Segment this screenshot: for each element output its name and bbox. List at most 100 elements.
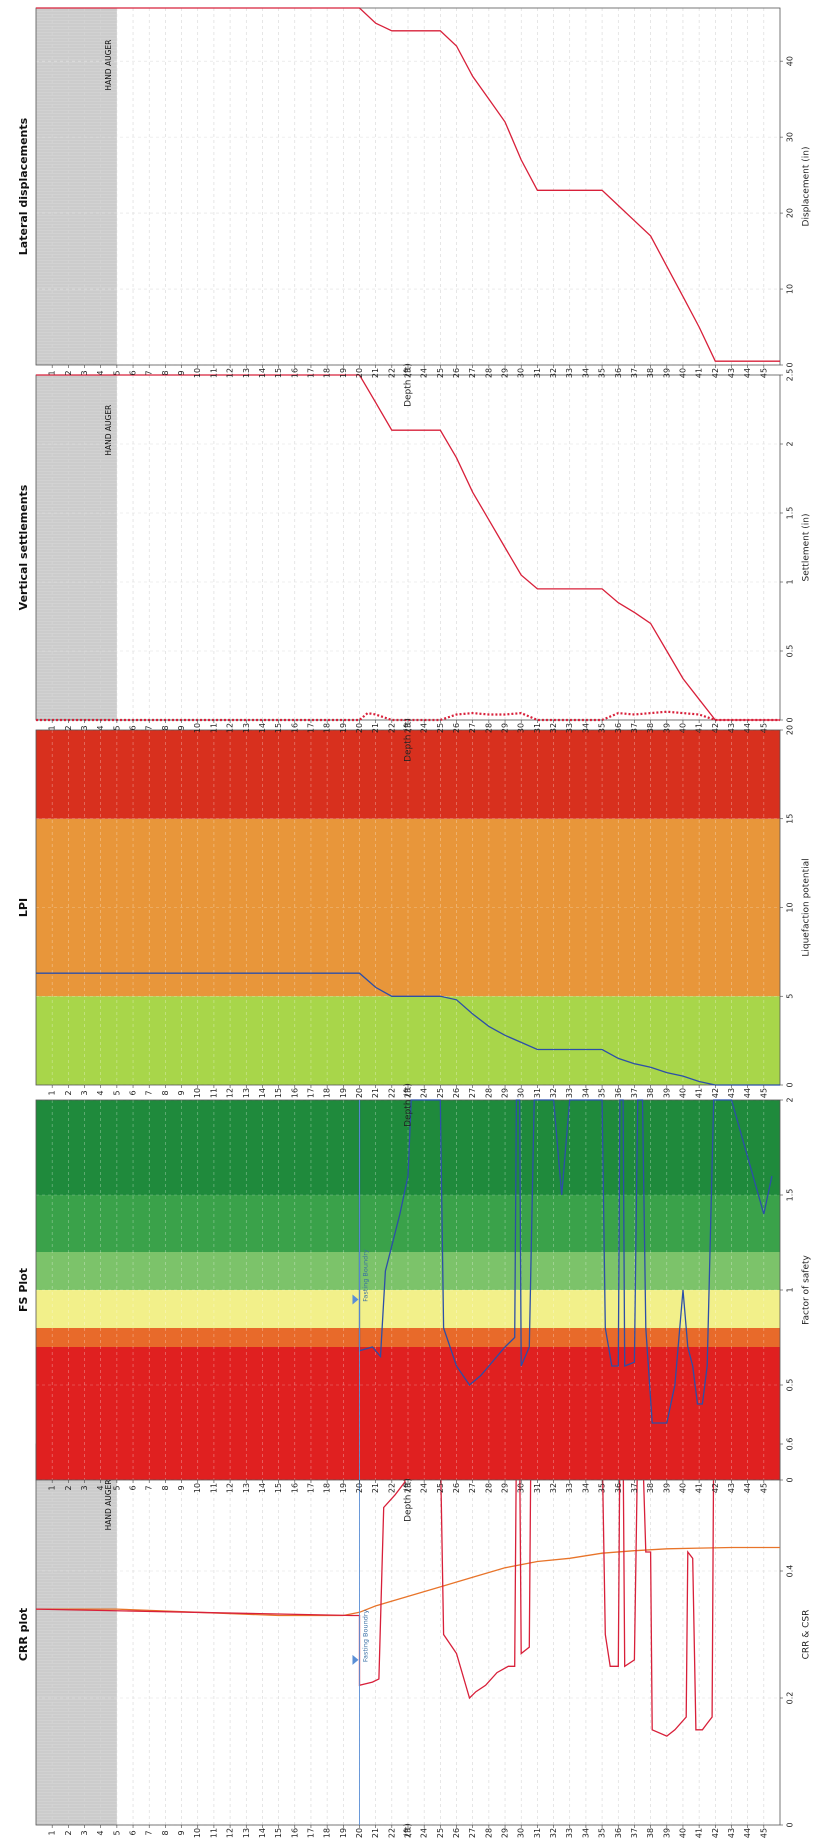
depth-tick-label: 30 <box>517 1088 526 1098</box>
depth-tick-label: 14 <box>258 1483 267 1493</box>
depth-tick-label: 10 <box>193 1088 202 1098</box>
depth-tick-label: 43 <box>727 368 736 378</box>
depth-tick-label: 38 <box>646 1483 655 1493</box>
depth-tick-label: 16 <box>290 1483 299 1493</box>
plot-area <box>36 1444 780 1825</box>
depth-tick-label: 18 <box>323 1483 332 1493</box>
depth-tick-label: 42 <box>711 368 720 378</box>
depth-tick-label: 33 <box>565 723 574 733</box>
panel-title: CRR plot <box>17 1608 30 1661</box>
depth-tick-label: 16 <box>290 723 299 733</box>
value-tick-label: 0 <box>786 1822 795 1827</box>
depth-tick-label: 18 <box>323 368 332 378</box>
value-tick-label: 20 <box>786 208 795 218</box>
depth-tick-label: 24 <box>420 368 429 378</box>
depth-tick-label: 21 <box>371 368 380 378</box>
depth-tick-label: 29 <box>501 1828 510 1838</box>
depth-tick-label: 28 <box>484 723 493 733</box>
depth-tick-label: 30 <box>517 368 526 378</box>
depth-tick-label: 14 <box>258 723 267 733</box>
panel-title: LPI <box>17 898 30 917</box>
depth-tick-label: 10 <box>193 368 202 378</box>
band-2 <box>36 1290 780 1328</box>
depth-tick-label: 32 <box>549 1828 558 1838</box>
depth-tick-label: 2 <box>64 1090 73 1095</box>
value-tick-label: 0.5 <box>786 645 795 658</box>
depth-tick-label: 8 <box>161 1090 170 1095</box>
band-4 <box>36 1195 780 1252</box>
depth-tick-label: 25 <box>436 723 445 733</box>
depth-tick-label: 42 <box>711 1828 720 1838</box>
depth-tick-label: 16 <box>290 1828 299 1838</box>
depth-tick-label: 12 <box>226 1483 235 1493</box>
depth-tick-label: 17 <box>306 1088 315 1098</box>
depth-tick-label: 26 <box>452 368 461 378</box>
depth-tick-label: 11 <box>209 1483 218 1493</box>
value-tick-label: 0 <box>786 717 795 722</box>
depth-tick-label: 44 <box>743 368 752 378</box>
depth-tick-label: 29 <box>501 1088 510 1098</box>
band-5 <box>36 1100 780 1195</box>
depth-tick-label: 16 <box>290 368 299 378</box>
plot-area <box>36 375 780 720</box>
depth-tick-label: 9 <box>177 1485 186 1490</box>
depth-tick-label: 25 <box>436 368 445 378</box>
value-tick-label: 2.5 <box>786 369 795 382</box>
depth-tick-label: 5 <box>112 1485 121 1490</box>
depth-tick-label: 19 <box>339 723 348 733</box>
value-tick-label: 0 <box>786 362 795 367</box>
depth-tick-label: 8 <box>161 725 170 730</box>
depth-tick-label: 33 <box>565 1483 574 1493</box>
value-tick-label: 10 <box>786 284 795 294</box>
depth-tick-label: 23 <box>404 1088 413 1098</box>
depth-tick-label: 7 <box>145 370 154 375</box>
depth-tick-label: 22 <box>387 1088 396 1098</box>
depth-tick-label: 34 <box>581 723 590 733</box>
depth-tick-label: 45 <box>759 1088 768 1098</box>
depth-tick-label: 1 <box>48 1090 57 1095</box>
depth-tick-label: 31 <box>533 1088 542 1098</box>
value-tick-label: 1.5 <box>786 507 795 520</box>
depth-tick-label: 4 <box>96 1830 105 1835</box>
depth-tick-label: 19 <box>339 1828 348 1838</box>
depth-tick-label: 17 <box>306 723 315 733</box>
depth-tick-label: 20 <box>355 1088 364 1098</box>
hand-auger-zone <box>36 1444 117 1825</box>
depth-tick-label: 29 <box>501 723 510 733</box>
depth-tick-label: 39 <box>662 1483 671 1493</box>
depth-tick-label: 2 <box>64 1485 73 1490</box>
depth-tick-label: 4 <box>96 370 105 375</box>
depth-tick-label: 26 <box>452 1483 461 1493</box>
depth-tick-label: 12 <box>226 1088 235 1098</box>
depth-tick-label: 42 <box>711 1483 720 1493</box>
depth-tick-label: 26 <box>452 1088 461 1098</box>
depth-tick-label: 7 <box>145 1090 154 1095</box>
band-0 <box>36 996 780 1085</box>
depth-tick-label: 24 <box>420 723 429 733</box>
hand-auger-zone <box>36 375 117 720</box>
depth-tick-label: 5 <box>112 370 121 375</box>
depth-tick-label: 35 <box>598 368 607 378</box>
band-3 <box>36 1252 780 1290</box>
depth-tick-label: 41 <box>695 723 704 733</box>
depth-tick-label: 11 <box>209 1828 218 1838</box>
depth-tick-label: 30 <box>517 1483 526 1493</box>
depth-tick-label: 41 <box>695 1088 704 1098</box>
value-tick-label: 1 <box>786 1287 795 1292</box>
depth-tick-label: 26 <box>452 723 461 733</box>
depth-tick-label: 25 <box>436 1088 445 1098</box>
depth-tick-label: 38 <box>646 368 655 378</box>
depth-tick-label: 13 <box>242 1828 251 1838</box>
depth-tick-label: 15 <box>274 1828 283 1838</box>
depth-tick-label: 21 <box>371 1828 380 1838</box>
depth-tick-label: 15 <box>274 1483 283 1493</box>
depth-tick-label: 35 <box>598 723 607 733</box>
hand-auger-label: HAND AUGER <box>104 40 113 91</box>
depth-tick-label: 19 <box>339 368 348 378</box>
depth-tick-label: 42 <box>711 723 720 733</box>
depth-tick-label: 26 <box>452 1828 461 1838</box>
